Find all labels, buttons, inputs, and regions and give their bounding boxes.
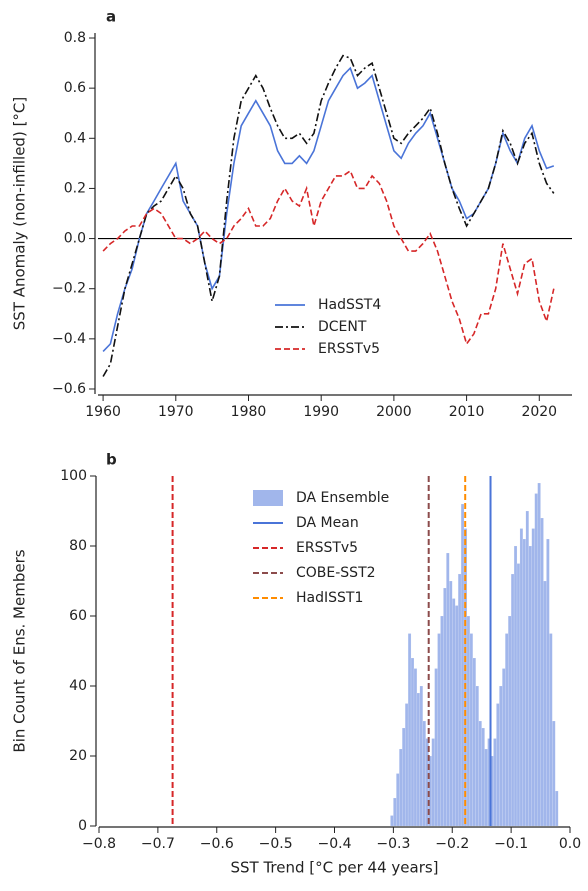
x-tick-label: −0.8 (82, 836, 116, 852)
histogram-bar (472, 657, 476, 827)
x-tick-label: 1960 (85, 404, 121, 420)
histogram-bar (534, 493, 538, 827)
histogram-bar (528, 545, 532, 827)
histogram-bar (543, 580, 547, 827)
histogram-bar (404, 703, 409, 827)
histogram-bar (416, 692, 421, 827)
histogram-bar (481, 727, 485, 827)
histogram-bar (540, 517, 544, 827)
y-tick-label: 80 (69, 538, 87, 554)
legend-label: DA Mean (296, 515, 359, 531)
histogram-bar (396, 773, 400, 827)
histogram-bar (419, 685, 423, 827)
x-axis-label: SST Trend [°C per 44 years] (230, 859, 438, 877)
y-tick-label: 20 (69, 748, 87, 764)
x-tick-label: 1970 (158, 404, 194, 420)
histogram-bar (555, 790, 559, 827)
y-tick-label: −0.4 (52, 331, 86, 347)
histogram-bar (516, 563, 521, 827)
histogram-bar (475, 685, 479, 827)
x-tick-label: −0.1 (494, 836, 528, 852)
y-tick-label: −0.2 (52, 281, 86, 297)
x-tick-label: 0.0 (559, 836, 581, 852)
histogram-bar (546, 538, 550, 827)
histogram-bar (449, 580, 453, 827)
series-line (102, 169, 555, 346)
histogram-bar (493, 738, 497, 827)
legend-label: DA Ensemble (296, 490, 389, 506)
histogram-bar (484, 748, 488, 827)
histogram-bar (434, 668, 438, 827)
histogram-bar (402, 727, 406, 827)
y-tick-label: 0.8 (64, 30, 86, 46)
histogram-bar (407, 633, 412, 827)
histogram-bar (525, 510, 529, 827)
x-tick-label: −0.4 (318, 836, 352, 852)
histogram-bar (496, 703, 500, 827)
legend-label: HadISST1 (296, 590, 363, 606)
series-line (102, 66, 555, 352)
x-tick-label: −0.5 (259, 836, 293, 852)
legend-label: HadSST4 (318, 297, 381, 313)
histogram-bar (537, 482, 541, 827)
x-tick-label: −0.6 (200, 836, 234, 852)
y-tick-label: 0.4 (64, 130, 86, 146)
panel-label: a (106, 8, 116, 26)
histogram-bar (502, 668, 506, 827)
x-tick-label: 1980 (231, 404, 267, 420)
y-tick-label: 0.6 (64, 80, 86, 96)
histogram-bar (390, 815, 394, 827)
x-tick-label: −0.2 (435, 836, 469, 852)
legend-swatch (253, 490, 283, 506)
histogram-bar (513, 545, 518, 827)
histogram-bar (505, 633, 509, 827)
x-tick-label: 2020 (521, 404, 557, 420)
histogram-bar (393, 797, 397, 827)
y-tick-label: 60 (69, 608, 87, 624)
histogram-bar (508, 615, 512, 827)
y-axis-label: Bin Count of Ens. Members (11, 549, 29, 752)
x-tick-label: −0.7 (141, 836, 175, 852)
histogram-bar (457, 573, 462, 827)
legend-label: COBE-SST2 (296, 565, 376, 581)
histogram-bar (466, 615, 471, 827)
histogram-bar (499, 685, 503, 827)
panel-label: b (106, 451, 117, 469)
histogram-bar (399, 748, 403, 827)
histogram-bar (410, 657, 415, 827)
histogram-bar (519, 528, 524, 827)
x-tick-label: 1990 (303, 404, 339, 420)
histogram-bar (446, 552, 450, 827)
histogram-bar (422, 720, 426, 827)
histogram-bar (510, 573, 515, 827)
histogram-bar (522, 538, 526, 827)
x-tick-label: 2010 (449, 404, 485, 420)
y-tick-label: 40 (69, 678, 87, 694)
x-tick-label: 2000 (376, 404, 412, 420)
legend-label: ERSSTv5 (318, 341, 380, 357)
histogram-bar (443, 587, 447, 827)
y-tick-label: −0.6 (52, 381, 86, 397)
histogram-bar (531, 528, 535, 827)
histogram-bar (460, 503, 465, 827)
histogram-bar (440, 615, 444, 827)
y-tick-label: 0.2 (64, 180, 86, 196)
histogram-bar (431, 738, 435, 827)
x-tick-label: −0.3 (376, 836, 410, 852)
histogram-bar (549, 633, 553, 827)
histogram-bar (469, 633, 474, 827)
legend-label: ERSSTv5 (296, 540, 358, 556)
histogram-bar (552, 720, 556, 827)
histogram-bar (455, 605, 459, 827)
histogram-bar (437, 633, 441, 827)
histogram-bar (413, 668, 418, 827)
y-axis-label: SST Anomaly (non-infilled) [°C] (11, 97, 29, 331)
y-tick-label: 0.0 (64, 231, 86, 247)
y-tick-label: 100 (60, 468, 87, 484)
y-tick-label: 0 (78, 818, 87, 834)
legend-label: DCENT (318, 319, 367, 335)
histogram-bar (452, 598, 456, 827)
histogram-bar (478, 720, 482, 827)
